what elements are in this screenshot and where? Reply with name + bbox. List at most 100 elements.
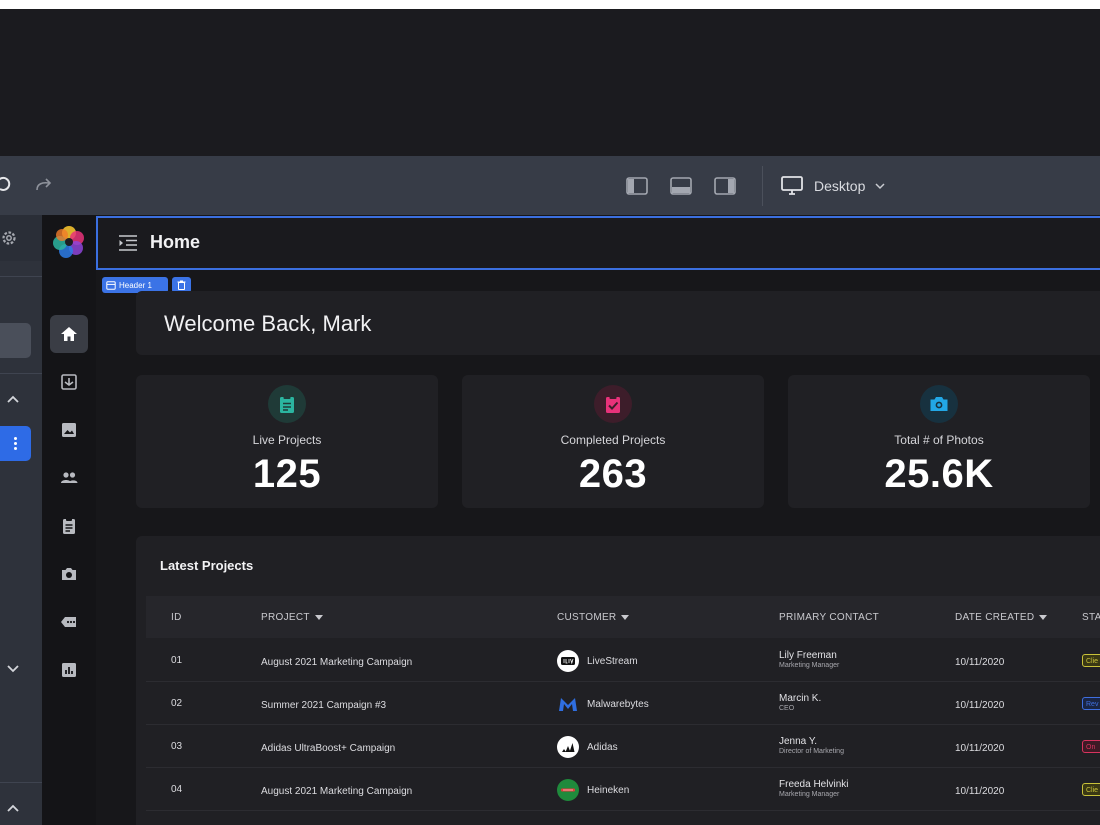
layout-right-panel-icon[interactable] (714, 177, 736, 195)
welcome-card (136, 291, 1100, 355)
nav-projects[interactable] (50, 507, 88, 545)
heineken-logo (557, 779, 579, 801)
stat-value: 25.6K (884, 452, 994, 496)
chevron-down-icon (875, 183, 885, 190)
app-logo[interactable] (51, 224, 87, 260)
camera-icon (62, 568, 76, 580)
stat-icon-wrap (920, 385, 958, 423)
cell-contact: Jenna Y. Director of Marketing (779, 736, 844, 755)
table-row[interactable] (146, 768, 1100, 811)
device-selector[interactable]: Desktop (780, 175, 885, 197)
livestream-logo (557, 650, 579, 672)
nav-images[interactable] (50, 411, 88, 449)
adidas-logo (557, 736, 579, 758)
editor-left-panel (0, 215, 42, 825)
cell-contact: Freeda Helvinki Marketing Manager (779, 779, 849, 798)
component-icon (106, 280, 116, 290)
image-icon (62, 423, 76, 437)
malwarebytes-logo (557, 693, 579, 715)
stat-value: 125 (252, 452, 322, 496)
device-label: Desktop (814, 178, 866, 194)
toolbar-divider (762, 166, 763, 206)
table-row[interactable] (146, 639, 1100, 682)
gear-icon[interactable] (0, 229, 18, 247)
cell-date: 10/11/2020 (955, 657, 1005, 668)
stat-card-live-projects: Live Projects 125 (136, 375, 438, 508)
clipboard-icon (63, 518, 75, 534)
sort-icon (1039, 615, 1048, 620)
page-header[interactable] (96, 216, 1100, 270)
column-header-customer[interactable]: CUSTOMER (557, 612, 630, 623)
cell-project: Summer 2021 Campaign #3 (261, 700, 387, 711)
column-header-status: STA (1082, 612, 1100, 623)
trash-icon (177, 280, 186, 290)
cell-date: 10/11/2020 (955, 743, 1005, 754)
header-chip-label: Header 1 (119, 280, 152, 290)
nav-photos[interactable] (50, 555, 88, 593)
stat-label: Total # of Photos (894, 433, 984, 447)
left-panel-selected-item[interactable] (0, 323, 31, 358)
latest-projects-card (136, 536, 1100, 825)
sort-icon (621, 615, 630, 620)
column-header-date-created[interactable]: DATE CREATED (955, 612, 1048, 623)
status-badge: On (1082, 740, 1100, 753)
cell-customer: Malwarebytes (557, 693, 649, 715)
table-row[interactable] (146, 682, 1100, 725)
layout-left-panel-icon[interactable] (626, 177, 648, 195)
header-component-chip[interactable]: Header 1 (102, 277, 168, 293)
clipboard-icon (280, 395, 294, 413)
cell-project: August 2021 Marketing Campaign (261, 786, 413, 797)
kebab-icon (14, 442, 17, 445)
left-panel-divider (0, 373, 42, 374)
cell-id: 03 (171, 741, 183, 752)
header-chip-delete[interactable] (172, 277, 191, 293)
chevron-up-icon[interactable] (6, 803, 20, 813)
nav-reports[interactable] (50, 651, 88, 689)
chart-icon (62, 663, 76, 677)
column-header-primary-contact: PRIMARY CONTACT (779, 612, 880, 623)
chevron-down-icon[interactable] (6, 664, 20, 674)
status-badge: Clie (1082, 783, 1100, 796)
status-badge: Clie (1082, 654, 1100, 667)
stat-card-completed-projects: Completed Projects 263 (462, 375, 764, 508)
cell-contact: Lily Freeman Marketing Manager (779, 650, 840, 669)
nav-tags[interactable] (50, 603, 88, 641)
tag-icon (61, 617, 76, 627)
stat-label: Live Projects (252, 433, 322, 447)
layout-bottom-panel-icon[interactable] (670, 177, 692, 195)
column-header-project[interactable]: PROJECT (261, 612, 323, 623)
more-options-button[interactable] (0, 426, 31, 461)
nav-people[interactable] (50, 459, 88, 497)
nav-inbox[interactable] (50, 363, 88, 401)
menu-collapse-icon[interactable] (118, 234, 138, 252)
redo-icon[interactable] (34, 176, 54, 194)
nav-home[interactable] (50, 315, 88, 353)
cell-customer: Heineken (557, 779, 629, 801)
people-icon (61, 472, 78, 483)
monitor-icon (781, 176, 803, 195)
stat-icon-wrap (268, 385, 306, 423)
camera-icon (930, 397, 948, 411)
inbox-icon (61, 374, 77, 390)
stat-card-total-photos: Total # of Photos 25.6K (788, 375, 1090, 508)
window-top-edge (0, 0, 1100, 9)
home-icon (61, 327, 77, 341)
sort-icon (314, 615, 323, 620)
status-badge: Rev (1082, 697, 1100, 710)
check-clipboard-icon (606, 395, 620, 413)
cell-customer: Adidas (557, 736, 618, 758)
column-header-id: ID (171, 612, 182, 623)
stat-label: Completed Projects (560, 433, 666, 447)
cell-project: August 2021 Marketing Campaign (261, 657, 413, 668)
table-row[interactable] (146, 725, 1100, 768)
undo-icon[interactable] (0, 176, 12, 192)
welcome-message: Welcome Back, Mark (164, 311, 372, 336)
cell-date: 10/11/2020 (955, 786, 1005, 797)
latest-projects-title: Latest Projects (160, 558, 254, 573)
chevron-up-icon[interactable] (6, 394, 20, 404)
stat-icon-wrap (594, 385, 632, 423)
cell-id: 02 (171, 698, 183, 709)
cell-project: Adidas UltraBoost+ Campaign (261, 743, 396, 754)
editor-toolbar (0, 156, 1100, 215)
cell-contact: Marcin K. CEO (779, 693, 822, 712)
